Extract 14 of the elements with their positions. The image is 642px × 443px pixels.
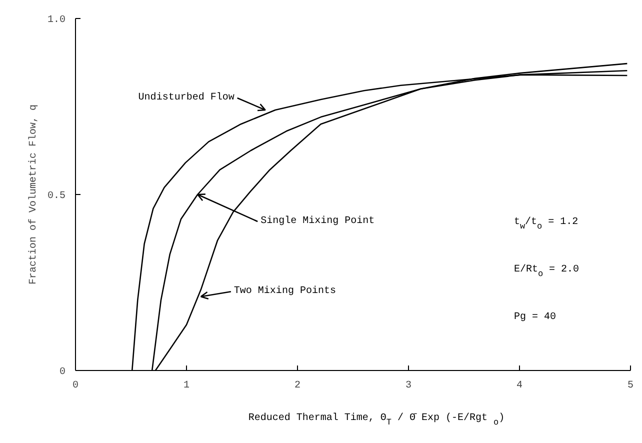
x-tick-label: 0 — [72, 380, 79, 392]
x-tick-label: 1 — [184, 380, 190, 392]
y-tick-label: 0.5 — [47, 191, 66, 202]
y-axis-title: Fraction of Volumetric Flow, q — [27, 104, 40, 285]
annotation: Two Mixing Points — [234, 285, 336, 298]
annotation: Single Mixing Point — [260, 215, 375, 227]
y-tick-label: 0 — [60, 367, 66, 378]
x-tick-label: 2 — [294, 380, 301, 392]
annotation: Undisturbed Flow — [138, 92, 234, 104]
x-tick-label: 5 — [628, 380, 634, 392]
y-tick-label: 1.0 — [47, 15, 66, 26]
x-tick-label: 3 — [406, 380, 412, 392]
x-tick-label: 4 — [516, 380, 523, 392]
annotation: Pg = 40 — [514, 312, 556, 324]
